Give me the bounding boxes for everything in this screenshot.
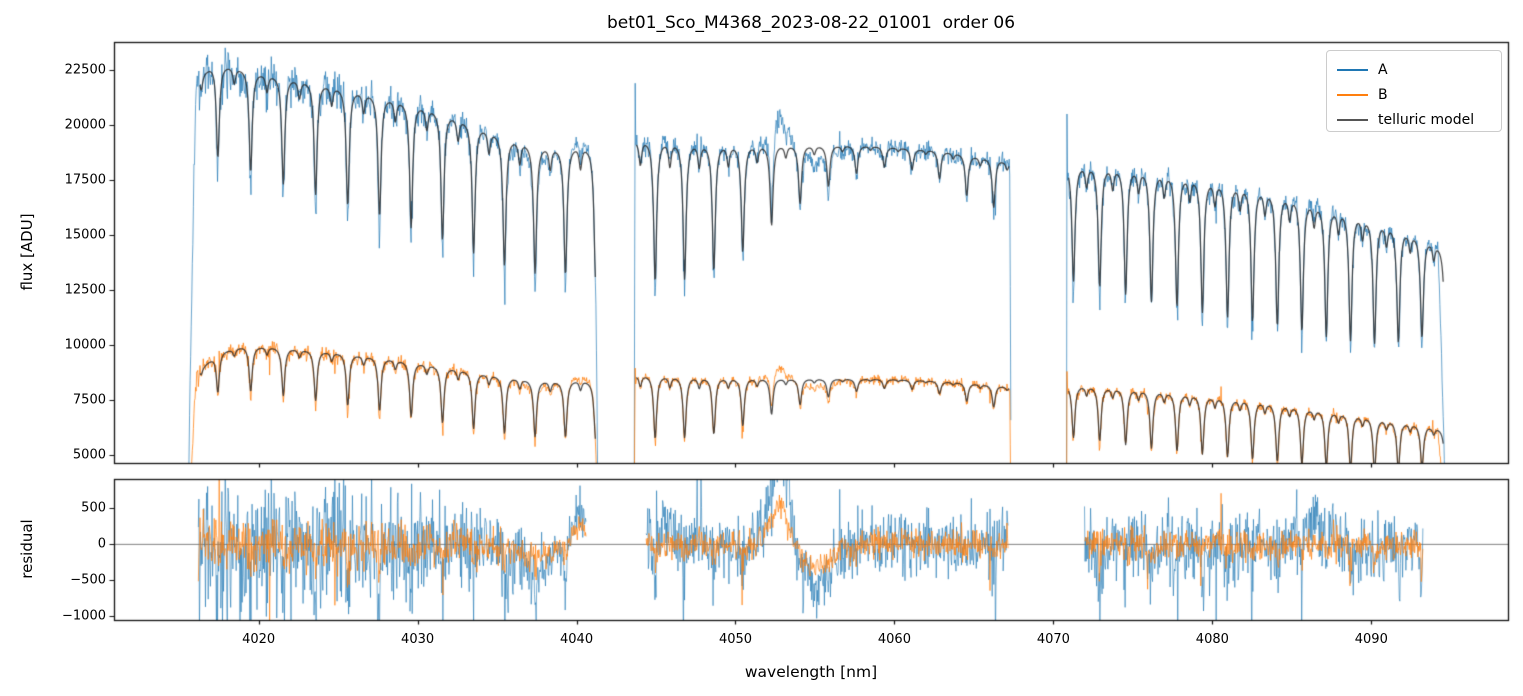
legend-line-a (1337, 68, 1368, 71)
flux-axis-label: flux [ADU] (18, 213, 36, 291)
x-tick-label: 4070 (1036, 632, 1070, 647)
flux-tick-label: 12500 (64, 282, 106, 298)
flux-tick-label: 20000 (64, 117, 106, 133)
residual-tick-label: −1000 (62, 608, 106, 624)
legend-label-telluric: telluric model (1378, 111, 1475, 128)
flux-tick-label: 10000 (64, 337, 106, 353)
flux-tick-label: 5000 (72, 447, 106, 463)
legend-entry-telluric: telluric model (1337, 107, 1501, 132)
x-tick-label: 4040 (560, 632, 594, 647)
legend-line-telluric (1337, 118, 1368, 121)
residual-tick-label: −500 (70, 572, 106, 588)
legend-label-a: A (1378, 61, 1388, 78)
legend-box: A B telluric model (1326, 50, 1502, 132)
x-tick-label: 4050 (718, 632, 753, 647)
legend-entry-b: B (1337, 82, 1501, 107)
wavelength-axis-label: wavelength [nm] (744, 663, 878, 681)
flux-tick-label: 7500 (72, 392, 106, 408)
flux-tick-label: 22500 (64, 62, 106, 78)
x-tick-label: 4020 (242, 632, 276, 647)
residual-tick-label: 500 (81, 500, 106, 516)
residual-tick-label: 0 (97, 536, 106, 552)
legend-entry-a: A (1337, 57, 1501, 82)
flux-tick-label: 15000 (64, 227, 106, 243)
x-tick-label: 4090 (1354, 632, 1388, 647)
x-tick-label: 4060 (877, 632, 911, 647)
x-tick-label: 4080 (1195, 632, 1229, 647)
flux-tick-label: 17500 (64, 172, 106, 188)
x-tick-label: 4030 (401, 632, 435, 647)
legend-line-b (1337, 93, 1368, 96)
figure-title: bet01_Sco_M4368_2023-08-22_01001 order 0… (606, 13, 1016, 33)
residual-axis-label: residual (18, 519, 36, 579)
legend-label-b: B (1378, 86, 1388, 103)
